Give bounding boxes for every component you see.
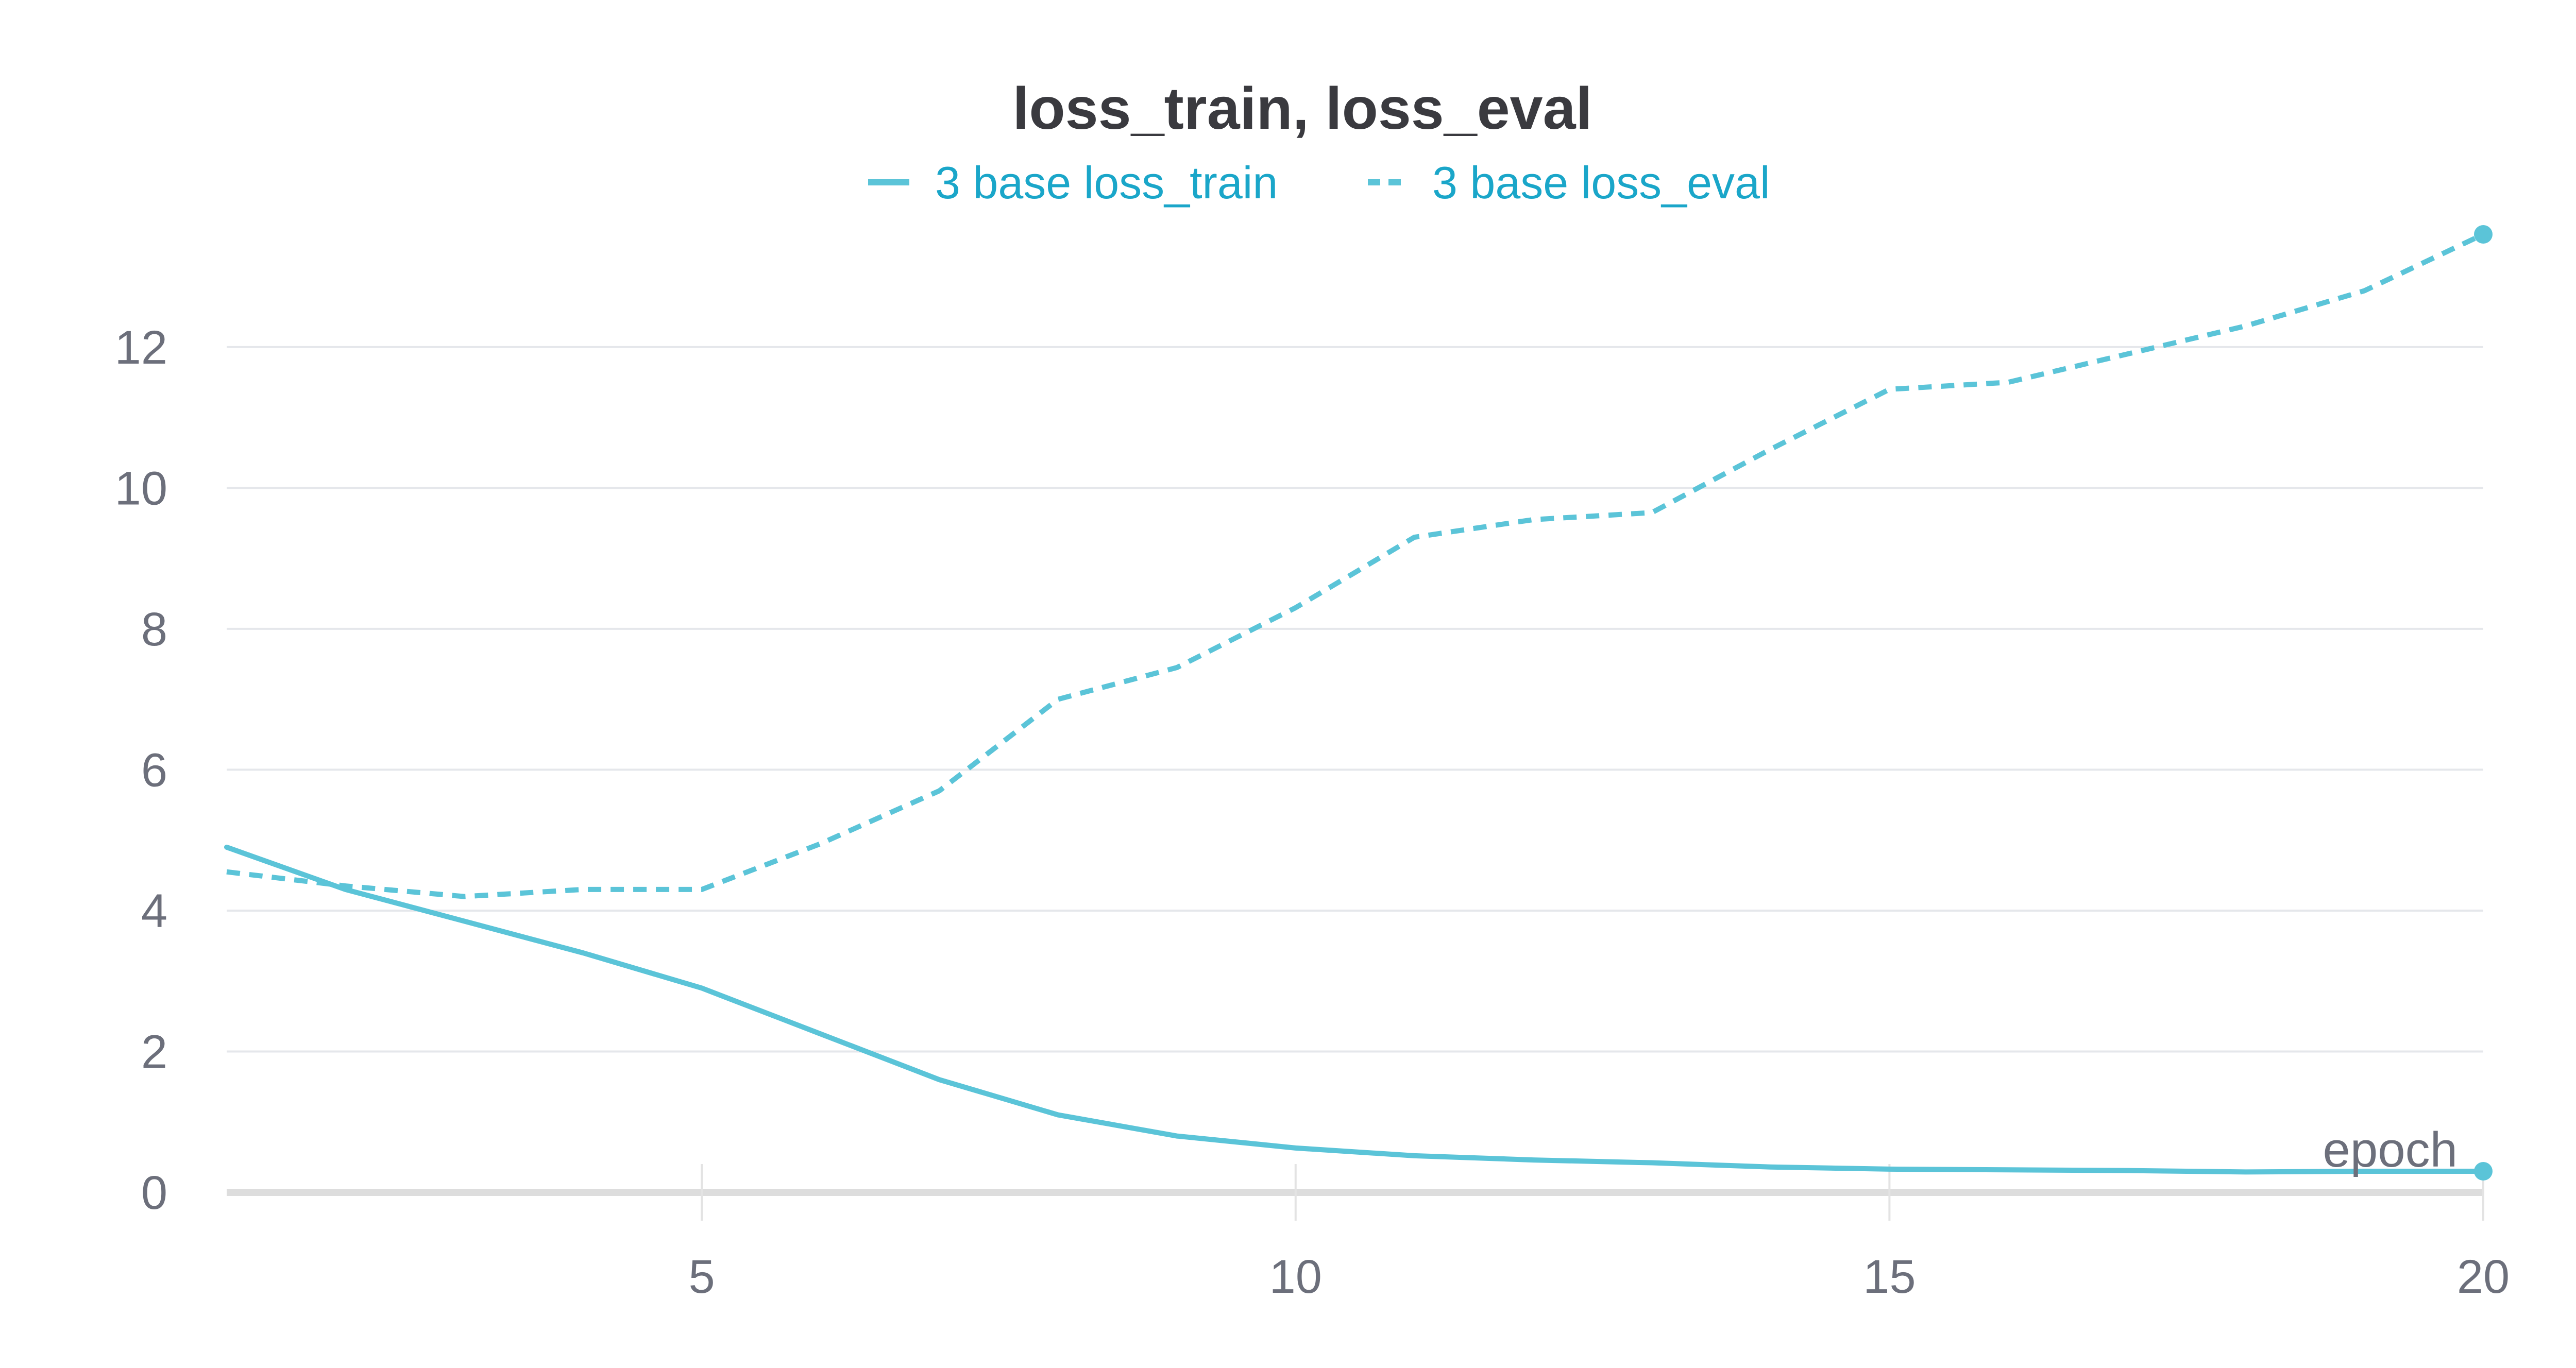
x-tick-label: 10 (1269, 1251, 1322, 1303)
chart-title: loss_train, loss_eval (1012, 76, 1592, 142)
y-tick-label: 6 (141, 744, 167, 796)
y-tick-label: 0 (141, 1167, 167, 1219)
y-tick-label: 8 (141, 603, 167, 656)
y-tick-label: 4 (141, 885, 167, 937)
grid-lines (227, 346, 2483, 1053)
legend-train-label: 3 base loss_train (935, 157, 1278, 208)
legend-eval-label: 3 base loss_eval (1432, 157, 1770, 208)
loss-eval-endpoint (2474, 225, 2493, 244)
y-tick-label: 12 (115, 321, 167, 374)
x-tick-label: 15 (1863, 1251, 1916, 1303)
y-tick-label: 10 (115, 462, 167, 515)
x-tick-label: 20 (2457, 1251, 2510, 1303)
loss-train-line (224, 844, 2486, 1175)
y-tick-label: 2 (141, 1025, 167, 1078)
x-axis-title: epoch (2323, 1122, 2458, 1177)
tick-labels: 0 2 4 6 8 10 12 5 10 15 20 (115, 321, 2510, 1303)
loss-eval-line (226, 232, 2485, 899)
series-layer (224, 225, 2493, 1181)
x-tick-label: 5 (689, 1251, 715, 1303)
loss-train-endpoint (2474, 1161, 2493, 1181)
chart-legend: 3 base loss_train 3 base loss_eval (868, 157, 1770, 208)
